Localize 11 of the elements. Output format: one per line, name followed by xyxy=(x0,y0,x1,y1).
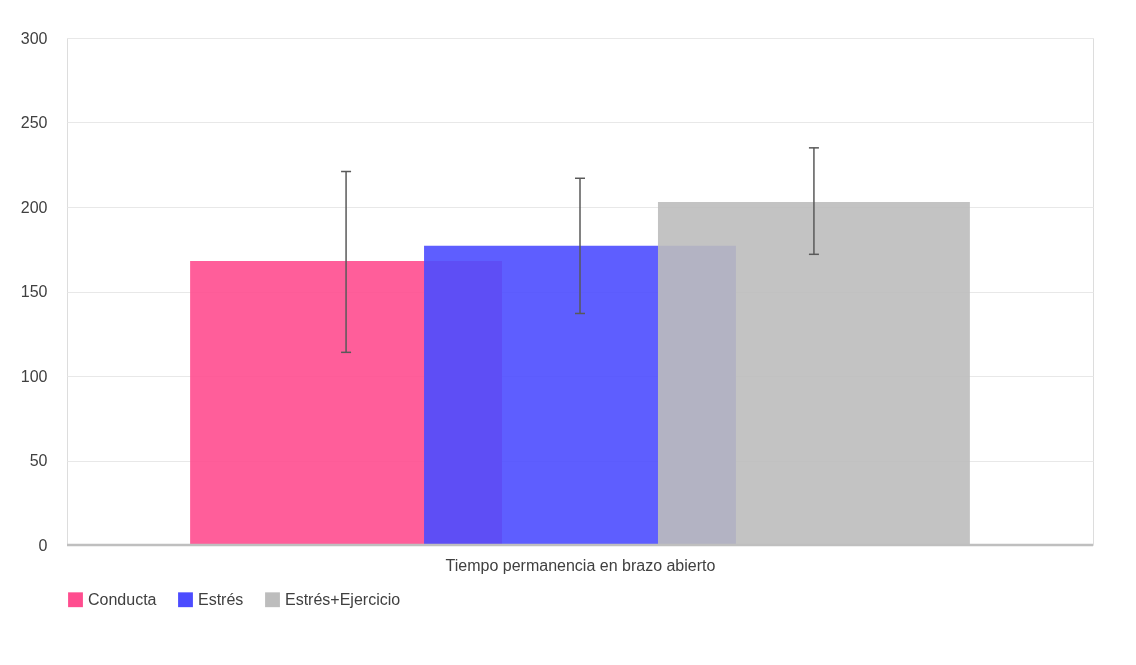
legend-label: Estrés xyxy=(198,590,244,608)
y-tick-label: 200 xyxy=(20,198,48,216)
y-tick-label: 0 xyxy=(38,536,48,554)
y-tick-label: 50 xyxy=(29,452,48,469)
legend-label: Conducta xyxy=(88,590,157,608)
y-tick-label: 100 xyxy=(20,367,48,385)
y-tick-label: 250 xyxy=(20,114,48,131)
x-axis-title: Tiempo permanencia en brazo abierto xyxy=(445,556,716,574)
legend-label: Estrés+Ejercicio xyxy=(285,590,401,608)
y-tick-label: 150 xyxy=(20,283,48,300)
y-tick-label: 300 xyxy=(20,29,48,47)
